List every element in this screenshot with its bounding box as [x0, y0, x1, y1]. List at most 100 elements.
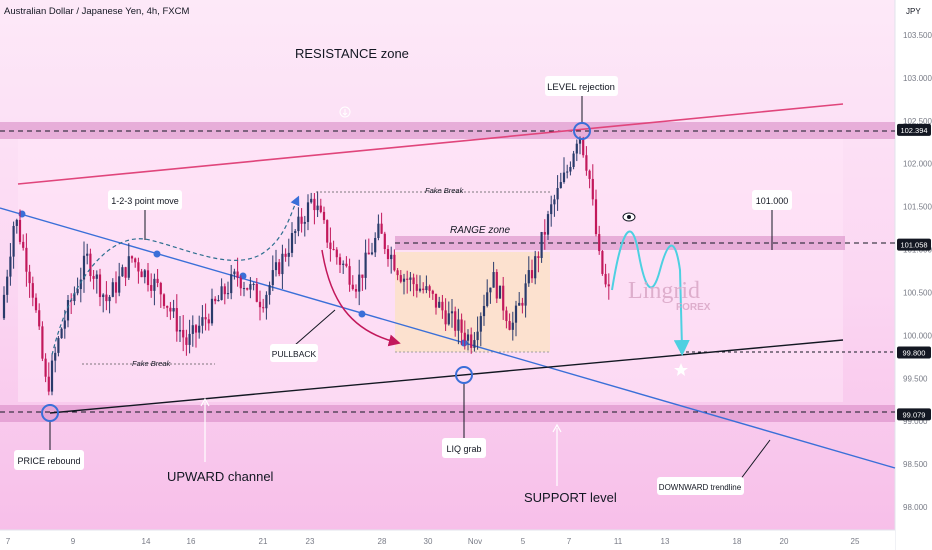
- level-rejection-marker[interactable]: [573, 122, 591, 140]
- candle-body: [290, 233, 294, 253]
- price-tick: 100.500: [903, 288, 932, 297]
- candle-body: [246, 288, 249, 290]
- resistance-trendline[interactable]: [17, 103, 844, 185]
- candle-body: [134, 258, 137, 263]
- candle-body: [9, 256, 12, 277]
- candle-body: [111, 282, 114, 297]
- price-badge: [897, 346, 931, 359]
- price-badge-label: 101.058: [900, 241, 927, 250]
- candle-body: [274, 262, 278, 271]
- candle-body: [508, 321, 511, 330]
- price-rebound-callout[interactable]: PRICE rebound: [14, 450, 84, 470]
- candle-body: [582, 137, 585, 156]
- candle-body: [220, 286, 223, 300]
- price-tick: 103.000: [903, 74, 932, 83]
- trend-point: [460, 339, 468, 347]
- candle-body: [28, 271, 31, 284]
- price-rebound-label: PRICE rebound: [17, 456, 80, 466]
- candle-body: [284, 253, 287, 257]
- candle-body: [114, 282, 118, 293]
- candle-body: [447, 313, 450, 325]
- liq-grab-marker[interactable]: [455, 366, 473, 384]
- candle-body: [258, 301, 262, 308]
- support-band: [0, 405, 895, 422]
- candle-body: [418, 288, 422, 291]
- candle-body: [530, 270, 534, 279]
- candle-body: [236, 271, 239, 278]
- price-axis[interactable]: [895, 0, 932, 550]
- candle-body: [233, 271, 236, 275]
- candle-body: [166, 305, 169, 308]
- candle-body: [329, 242, 332, 250]
- candle-body: [47, 376, 50, 392]
- candle-body: [172, 308, 175, 312]
- candle-body: [492, 272, 495, 288]
- candle-body: [457, 319, 460, 331]
- candle-body: [556, 187, 559, 200]
- candle-body: [399, 275, 402, 282]
- time-axis[interactable]: [0, 530, 895, 550]
- candle-body: [546, 214, 550, 235]
- candle-body: [473, 340, 476, 348]
- candle-body: [476, 331, 479, 341]
- resistance-zone-label: RESISTANCE zone: [295, 46, 409, 61]
- point-move-label: 1-2-3 point move: [111, 196, 179, 206]
- candle-body: [137, 262, 140, 272]
- candle-body: [374, 238, 377, 253]
- trend-point: [153, 250, 161, 258]
- candle-body: [146, 270, 150, 286]
- candle-body: [38, 310, 41, 327]
- candle-body: [562, 172, 566, 183]
- candle-body: [470, 334, 473, 348]
- level-rejection-label: LEVEL rejection: [547, 82, 615, 93]
- candle-body: [393, 254, 396, 271]
- level-rejection-callout[interactable]: LEVEL rejection: [545, 76, 618, 96]
- candle-body: [348, 266, 351, 285]
- target-label: 101.000: [756, 196, 789, 206]
- target-callout[interactable]: 101.000: [752, 190, 792, 210]
- projection-path: [611, 230, 690, 356]
- candle-body: [585, 155, 588, 171]
- candle-body: [338, 257, 342, 265]
- candle-body: [188, 333, 191, 345]
- arrow-down-icon: [339, 106, 351, 118]
- candle-body: [511, 322, 514, 330]
- fake-break-top-label: Fake Break: [425, 186, 465, 195]
- candle-body: [150, 285, 153, 291]
- candle-body: [572, 153, 575, 167]
- candle-body: [364, 252, 367, 278]
- candle-body: [6, 276, 9, 295]
- price-badge: [897, 408, 931, 421]
- star-icon: [674, 363, 688, 376]
- pullback-callout[interactable]: PULLBACK: [270, 344, 318, 362]
- price-rebound-marker[interactable]: [41, 404, 59, 422]
- point-move-callout[interactable]: 1-2-3 point move: [108, 190, 182, 210]
- candle-body: [201, 317, 204, 326]
- candle-body: [214, 298, 217, 302]
- price-tick: 102.500: [903, 117, 932, 126]
- candle-body: [297, 216, 300, 232]
- watermark-sub: FOREX: [676, 302, 711, 313]
- candle-body: [345, 263, 348, 267]
- candle-body: [41, 326, 44, 359]
- resistance-band: [0, 122, 895, 139]
- price-badge-label: 99.800: [903, 349, 926, 358]
- candle-body: [431, 290, 434, 294]
- upward-channel-line[interactable]: [49, 339, 844, 414]
- range-zone-label: RANGE zone: [450, 225, 510, 236]
- candle-body: [15, 219, 18, 226]
- candle-body: [601, 251, 604, 274]
- candle-body: [422, 288, 425, 291]
- candle-body: [553, 199, 556, 205]
- liq-grab-callout[interactable]: LIQ grab: [442, 438, 486, 458]
- candle-body: [194, 325, 198, 333]
- candle-body: [566, 171, 569, 173]
- candle-body: [143, 270, 146, 278]
- downward-connector: [739, 439, 771, 481]
- time-tick: 30: [424, 537, 433, 546]
- downward-trendline[interactable]: [0, 207, 896, 469]
- candle-body: [380, 223, 383, 234]
- candle-body: [482, 305, 486, 317]
- downward-trendline-callout[interactable]: DOWNWARD trendline: [657, 477, 744, 495]
